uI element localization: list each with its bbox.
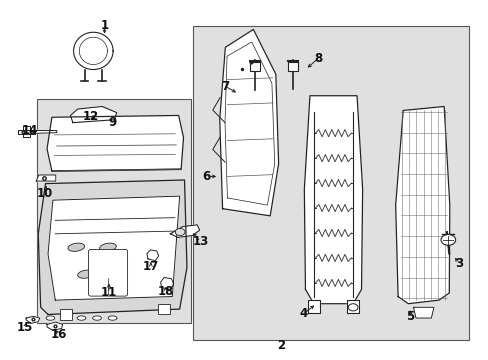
Polygon shape xyxy=(47,322,62,330)
FancyBboxPatch shape xyxy=(158,304,169,315)
Polygon shape xyxy=(346,300,358,313)
Polygon shape xyxy=(70,107,117,123)
Polygon shape xyxy=(147,250,158,261)
Text: 5: 5 xyxy=(406,310,413,324)
Polygon shape xyxy=(170,225,199,237)
Polygon shape xyxy=(307,300,319,313)
Polygon shape xyxy=(18,130,35,134)
FancyBboxPatch shape xyxy=(88,249,127,296)
Polygon shape xyxy=(47,116,183,171)
Text: 14: 14 xyxy=(22,124,38,137)
Text: 1: 1 xyxy=(101,19,108,32)
Text: 8: 8 xyxy=(314,51,322,64)
Text: 16: 16 xyxy=(51,328,67,341)
Ellipse shape xyxy=(61,316,70,320)
Polygon shape xyxy=(22,126,30,137)
Text: 6: 6 xyxy=(202,170,210,183)
Polygon shape xyxy=(304,96,362,304)
Polygon shape xyxy=(38,180,186,315)
Text: 4: 4 xyxy=(299,307,307,320)
Ellipse shape xyxy=(77,316,86,320)
Text: 2: 2 xyxy=(276,339,285,352)
Ellipse shape xyxy=(78,270,94,278)
Polygon shape xyxy=(74,32,113,69)
Text: 9: 9 xyxy=(108,116,117,129)
Polygon shape xyxy=(34,131,57,134)
Polygon shape xyxy=(413,307,433,318)
Circle shape xyxy=(175,228,184,235)
FancyBboxPatch shape xyxy=(250,62,260,71)
Polygon shape xyxy=(395,107,449,304)
Polygon shape xyxy=(26,316,40,323)
Polygon shape xyxy=(48,196,179,300)
Text: 10: 10 xyxy=(37,187,53,200)
Circle shape xyxy=(347,304,357,311)
Text: 12: 12 xyxy=(82,110,99,123)
FancyBboxPatch shape xyxy=(193,26,468,339)
Ellipse shape xyxy=(100,243,116,251)
Text: 18: 18 xyxy=(157,285,173,298)
Ellipse shape xyxy=(68,243,84,251)
Ellipse shape xyxy=(108,316,117,320)
Polygon shape xyxy=(160,278,173,289)
Polygon shape xyxy=(36,175,56,181)
Ellipse shape xyxy=(46,316,55,320)
Text: 15: 15 xyxy=(17,320,33,333)
Text: 3: 3 xyxy=(454,257,462,270)
Circle shape xyxy=(440,234,455,245)
Ellipse shape xyxy=(93,316,101,320)
Text: 17: 17 xyxy=(142,260,159,273)
FancyBboxPatch shape xyxy=(288,62,298,71)
Polygon shape xyxy=(219,30,278,216)
Text: 13: 13 xyxy=(192,235,208,248)
FancyBboxPatch shape xyxy=(37,99,190,323)
FancyBboxPatch shape xyxy=(60,309,72,320)
Text: 7: 7 xyxy=(221,80,228,93)
Text: 11: 11 xyxy=(101,287,117,300)
